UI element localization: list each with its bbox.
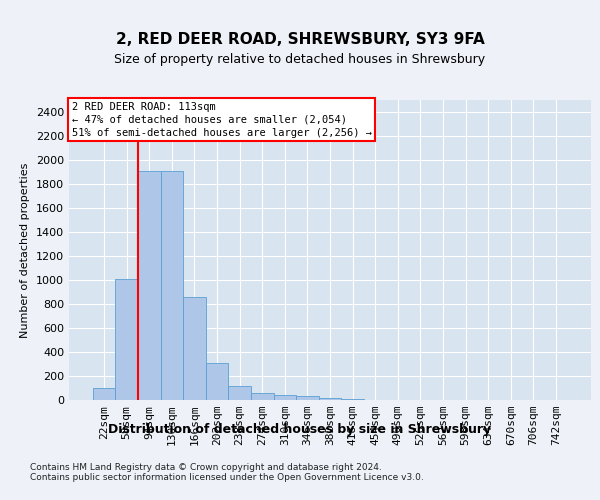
Bar [274,394,296,400]
Bar [93,388,115,400]
Bar [319,398,341,400]
Text: Distribution of detached houses by size in Shrewsbury: Distribution of detached houses by size … [109,422,491,436]
Bar [206,363,229,400]
Bar [183,297,206,400]
Text: 2 RED DEER ROAD: 113sqm
← 47% of detached houses are smaller (2,054)
51% of semi: 2 RED DEER ROAD: 113sqm ← 47% of detache… [71,102,371,138]
Y-axis label: Number of detached properties: Number of detached properties [20,162,31,338]
Bar [115,280,138,400]
Bar [341,399,364,400]
Bar [296,396,319,400]
Bar [251,394,274,400]
Text: Size of property relative to detached houses in Shrewsbury: Size of property relative to detached ho… [115,52,485,66]
Bar [161,172,183,400]
Text: Contains HM Land Registry data © Crown copyright and database right 2024.
Contai: Contains HM Land Registry data © Crown c… [30,462,424,482]
Bar [138,172,161,400]
Bar [229,386,251,400]
Text: 2, RED DEER ROAD, SHREWSBURY, SY3 9FA: 2, RED DEER ROAD, SHREWSBURY, SY3 9FA [116,32,484,48]
